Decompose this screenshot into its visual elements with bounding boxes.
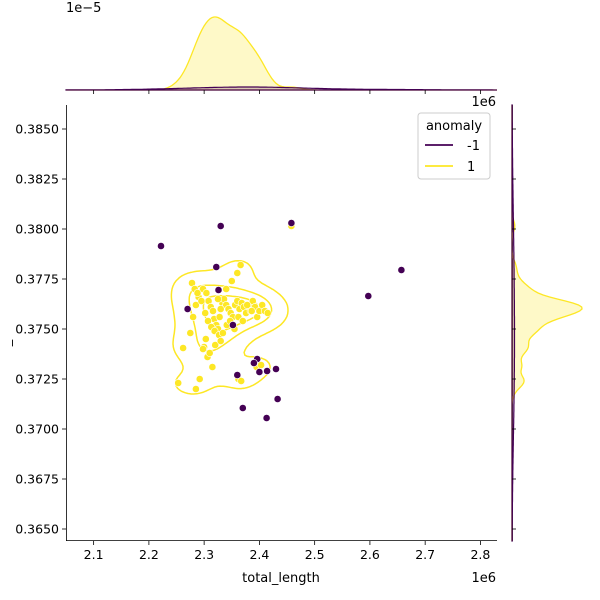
legend-frame bbox=[417, 112, 491, 180]
x-tick-label: 2.1 bbox=[84, 547, 104, 562]
point-anomaly bbox=[249, 359, 258, 367]
x-axis-label: total_length bbox=[242, 571, 320, 586]
point-normal bbox=[237, 377, 246, 385]
point-normal bbox=[215, 313, 224, 321]
right-marginal-kde bbox=[511, 104, 583, 542]
right-kde-normal bbox=[511, 105, 583, 541]
x-tick-label: 2.7 bbox=[415, 547, 435, 562]
point-normal bbox=[179, 344, 187, 352]
point-normal bbox=[186, 329, 195, 337]
point-anomaly bbox=[287, 219, 296, 227]
point-normal bbox=[233, 269, 242, 277]
point-normal bbox=[243, 301, 252, 309]
point-normal bbox=[205, 349, 214, 357]
point-normal bbox=[218, 329, 227, 337]
point-anomaly bbox=[233, 371, 242, 379]
top-marginal-kde bbox=[65, 16, 497, 91]
x-tick-label: 2.4 bbox=[249, 547, 269, 562]
point-normal bbox=[191, 385, 200, 393]
point-anomaly bbox=[262, 414, 271, 422]
legend-label-neg1: -1 bbox=[467, 139, 480, 154]
y-tick-label: 0.3750 bbox=[15, 322, 59, 337]
y-tick-label: 0.3850 bbox=[15, 122, 59, 137]
y-tick-label: 0.3725 bbox=[15, 372, 59, 387]
point-normal bbox=[263, 309, 272, 317]
point-normal bbox=[209, 307, 217, 315]
right-kde-anomaly bbox=[511, 104, 516, 542]
point-normal bbox=[201, 335, 210, 343]
point-anomaly bbox=[397, 266, 406, 274]
point-normal bbox=[238, 317, 247, 325]
point-normal bbox=[174, 379, 183, 387]
top-marginal-offset-label: 1e−5 bbox=[66, 1, 101, 16]
point-anomaly bbox=[216, 222, 225, 230]
x-tick-label: 2.8 bbox=[470, 547, 490, 562]
point-normal bbox=[211, 341, 220, 349]
point-anomaly bbox=[273, 395, 282, 403]
point-normal bbox=[227, 277, 236, 285]
point-normal bbox=[204, 317, 212, 325]
y-tick-label: 0.3800 bbox=[15, 222, 59, 237]
point-anomaly bbox=[183, 305, 192, 313]
main-axes: 2.1 2.2 2.3 2.4 2.5 2.6 2.7 2.8 0.36500.36750.3… bbox=[15, 90, 516, 562]
point-normal bbox=[189, 313, 197, 321]
x-axis-ticks: 2.1 2.2 2.3 2.4 2.5 2.6 2.7 2.8 bbox=[84, 90, 490, 562]
point-anomaly bbox=[272, 365, 280, 373]
x-tick-label: 2.3 bbox=[194, 547, 214, 562]
scatter-points bbox=[157, 219, 406, 422]
y-axis-label: _ bbox=[0, 339, 14, 347]
y-tick-label: 0.3775 bbox=[15, 272, 59, 287]
legend-label-pos1: 1 bbox=[467, 160, 475, 175]
point-normal bbox=[216, 305, 225, 313]
kde-contour-line bbox=[170, 259, 289, 395]
y-tick-label: 0.3700 bbox=[15, 422, 59, 437]
point-anomaly bbox=[157, 242, 165, 250]
point-normal bbox=[195, 375, 204, 383]
y-tick-label: 0.3825 bbox=[15, 172, 59, 187]
point-normal bbox=[247, 307, 256, 315]
y-axis-ticks: 0.3650 0.3675 0.3700 0.3725 0.3750 0.3775 0.38… bbox=[15, 122, 516, 537]
top-kde-anomaly bbox=[65, 86, 497, 91]
point-normal bbox=[197, 297, 206, 305]
point-normal bbox=[222, 285, 231, 293]
point-normal bbox=[216, 337, 225, 345]
x-offset-label: 1e6 bbox=[471, 571, 496, 586]
point-anomaly bbox=[364, 292, 373, 300]
point-normal bbox=[202, 289, 211, 297]
point-normal bbox=[191, 301, 200, 309]
point-anomaly bbox=[228, 321, 237, 329]
point-normal bbox=[193, 289, 202, 297]
legend: anomaly -1 1 bbox=[417, 112, 491, 180]
point-anomaly bbox=[263, 367, 271, 375]
point-anomaly bbox=[214, 286, 223, 294]
legend-title: anomaly bbox=[426, 119, 482, 134]
point-normal bbox=[236, 261, 245, 269]
x-tick-label: 2.6 bbox=[360, 547, 380, 562]
point-anomaly bbox=[238, 404, 247, 412]
top-x-offset-label: 1e6 bbox=[471, 95, 496, 110]
y-tick-label: 0.3650 bbox=[15, 522, 59, 537]
point-anomaly bbox=[212, 263, 221, 271]
x-tick-label: 2.2 bbox=[139, 547, 159, 562]
x-tick-label: 2.5 bbox=[305, 547, 325, 562]
point-anomaly bbox=[255, 368, 264, 376]
point-normal bbox=[201, 309, 210, 317]
y-tick-label: 0.3675 bbox=[15, 472, 59, 487]
top-kde-normal bbox=[66, 16, 497, 91]
point-normal bbox=[199, 345, 207, 353]
point-normal bbox=[214, 295, 222, 303]
point-normal bbox=[208, 363, 217, 371]
